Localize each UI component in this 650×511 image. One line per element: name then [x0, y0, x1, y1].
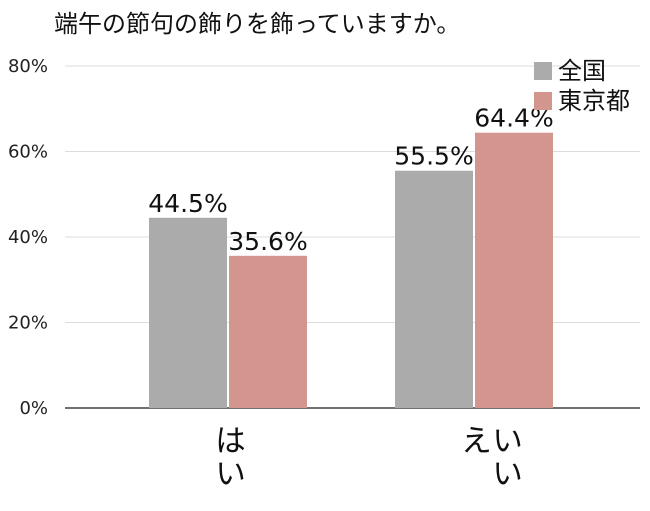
value-label: 55.5%	[394, 142, 473, 171]
label-layer: 0%20%40%60%80%44.5%55.5%35.6%64.4%	[8, 56, 554, 419]
legend-swatch-tokyo	[534, 92, 552, 110]
y-tick-label: 40%	[8, 227, 48, 248]
bar	[395, 170, 473, 408]
value-label: 35.6%	[228, 227, 307, 256]
legend-label-national: 全国	[558, 57, 606, 85]
y-tick-label: 60%	[8, 142, 48, 163]
x-tick-label: はい	[209, 424, 245, 490]
legend: 全国 東京都	[534, 56, 630, 116]
bar	[149, 217, 227, 408]
x-tick-label: いいえ	[455, 424, 522, 490]
bar-layer	[149, 132, 553, 408]
bar	[229, 255, 307, 408]
chart-title: 端午の節句の飾りを飾っていますか。	[54, 10, 461, 38]
value-label: 44.5%	[148, 189, 227, 218]
bar	[475, 132, 553, 408]
legend-item-tokyo: 東京都	[534, 86, 630, 116]
legend-label-tokyo: 東京都	[558, 87, 630, 115]
y-tick-label: 0%	[19, 398, 48, 419]
legend-item-national: 全国	[534, 56, 630, 86]
legend-swatch-national	[534, 62, 552, 80]
y-tick-label: 20%	[8, 313, 48, 334]
y-tick-label: 80%	[8, 56, 48, 77]
